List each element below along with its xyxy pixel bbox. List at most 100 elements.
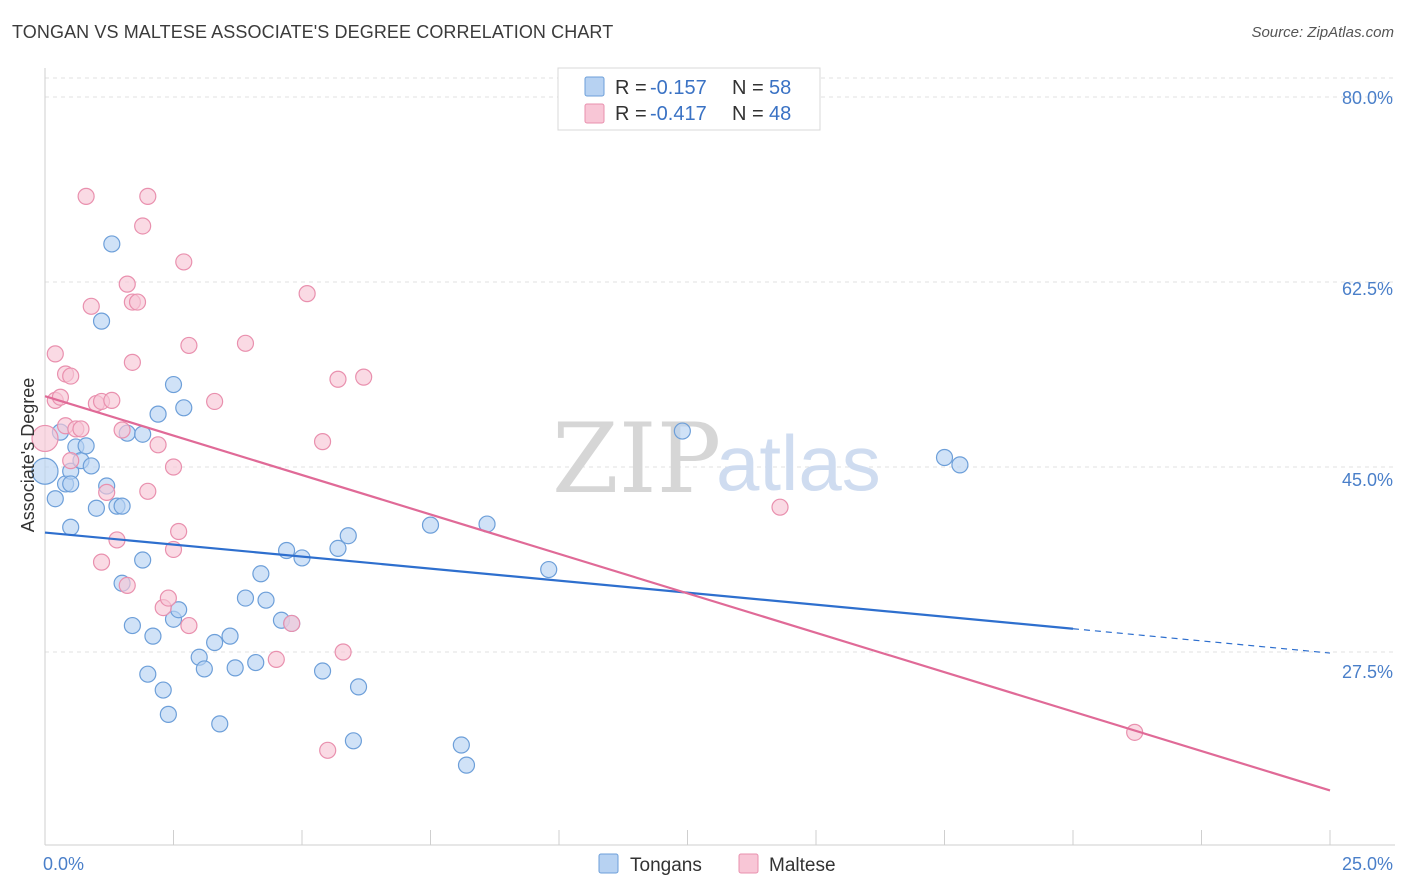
maltese-point-21 (123, 353, 141, 371)
maltese-point-9 (72, 420, 90, 438)
maltese-points (31, 187, 1144, 759)
tongans-point-47 (339, 527, 357, 545)
watermark-atlas: atlas (716, 419, 881, 507)
tongans-point-36 (226, 659, 244, 677)
tongans-point-21 (134, 551, 152, 569)
maltese-point-25 (139, 187, 157, 205)
tongans-point-4 (62, 518, 80, 536)
tongans-point-30 (175, 399, 193, 417)
maltese-point-16 (103, 391, 121, 409)
maltese-point-45 (355, 368, 373, 386)
tongans-point-51 (452, 736, 470, 754)
maltese-point-2 (46, 345, 64, 363)
tongans-point-11 (87, 499, 106, 517)
maltese-point-30 (164, 458, 183, 476)
trend-lines (44, 395, 1331, 792)
tongans-point-33 (206, 633, 224, 652)
tongans-point-46 (329, 539, 347, 558)
tongans-point-6 (62, 475, 80, 493)
maltese-point-46 (771, 498, 789, 516)
stats-legend: R = -0.157 N = 58 R = -0.417 N = 48 (557, 67, 821, 131)
tongans-point-23 (144, 627, 162, 645)
y-axis-label: Associate's Degree (18, 378, 38, 533)
tongans-trend-extension (1072, 628, 1331, 654)
tongans-point-34 (211, 715, 229, 733)
maltese-point-11 (82, 297, 100, 315)
maltese-point-36 (206, 392, 224, 411)
gridlines (45, 77, 1395, 653)
tongans-trend-line (44, 531, 1074, 630)
watermark-zip: ZIP (552, 403, 721, 515)
tongans-r-value: -0.157 (650, 77, 707, 99)
maltese-point-42 (319, 741, 337, 759)
tongans-point-52 (457, 756, 476, 774)
tongans-point-12 (92, 312, 111, 330)
tongans-point-9 (77, 437, 95, 455)
maltese-point-29 (159, 589, 177, 607)
tongans-point-50 (421, 516, 440, 534)
maltese-point-44 (334, 643, 352, 661)
tongans-point-32 (195, 660, 213, 678)
tongans-point-45 (313, 662, 332, 680)
maltese-point-43 (329, 370, 347, 388)
tongans-point-49 (349, 678, 368, 696)
tongans-point-48 (344, 732, 362, 750)
maltese-point-34 (180, 616, 198, 635)
tongans-point-14 (103, 235, 121, 253)
maltese-point-6 (62, 367, 80, 385)
watermark: ZIP atlas (552, 403, 881, 515)
maltese-point-19 (118, 576, 136, 595)
maltese-n-value: 48 (769, 103, 791, 125)
axes (44, 68, 1395, 846)
maltese-point-35 (180, 336, 198, 355)
maltese-point-40 (298, 285, 316, 303)
maltese-n-label: N = (732, 103, 764, 125)
tongans-series-swatch (598, 853, 619, 874)
maltese-point-18 (113, 421, 131, 439)
maltese-point-0 (31, 424, 59, 453)
maltese-point-33 (175, 253, 193, 271)
tongans-point-55 (673, 422, 691, 440)
maltese-point-32 (170, 522, 188, 541)
x-tick-label-min: 0.0% (43, 854, 84, 874)
tongans-n-label: N = (732, 77, 764, 99)
tongans-n-value: 58 (769, 77, 791, 99)
tongans-point-1 (46, 490, 64, 508)
maltese-point-10 (77, 187, 95, 205)
tongans-point-24 (149, 405, 167, 423)
maltese-point-24 (134, 217, 152, 235)
maltese-point-23 (128, 293, 147, 311)
maltese-point-38 (267, 650, 285, 669)
y-tick-label-45: 45.0% (1342, 470, 1393, 490)
maltese-point-27 (149, 436, 167, 454)
tongans-point-56 (935, 448, 954, 467)
tongans-point-10 (82, 457, 100, 475)
maltese-legend-swatch (584, 103, 605, 124)
maltese-trend-line (44, 395, 1331, 792)
tongans-point-39 (252, 565, 270, 583)
tongans-legend-swatch (584, 76, 605, 97)
y-tick-label-80: 80.0% (1342, 88, 1393, 108)
maltese-point-26 (139, 482, 157, 500)
tongans-point-19 (123, 616, 141, 635)
series-legend: Tongans Maltese (598, 853, 836, 876)
tongans-point-22 (139, 665, 157, 683)
maltese-point-15 (98, 483, 116, 501)
maltese-point-39 (283, 614, 301, 633)
maltese-r-label: R = (615, 103, 647, 125)
y-tick-label-62-5: 62.5% (1342, 279, 1393, 299)
tongans-point-40 (257, 591, 275, 609)
tongans-point-26 (159, 705, 177, 723)
maltese-point-41 (313, 433, 332, 451)
tongans-series-label: Tongans (630, 855, 702, 876)
tongans-point-0 (31, 457, 59, 485)
x-tick-label-max: 25.0% (1342, 854, 1393, 874)
maltese-series-label: Maltese (769, 855, 836, 876)
tongans-point-16 (113, 497, 131, 515)
y-tick-label-27-5: 27.5% (1342, 662, 1393, 682)
tongans-point-38 (247, 653, 265, 672)
tongans-r-label: R = (615, 77, 647, 99)
tongans-point-54 (540, 560, 558, 579)
maltese-series-swatch (738, 853, 759, 874)
